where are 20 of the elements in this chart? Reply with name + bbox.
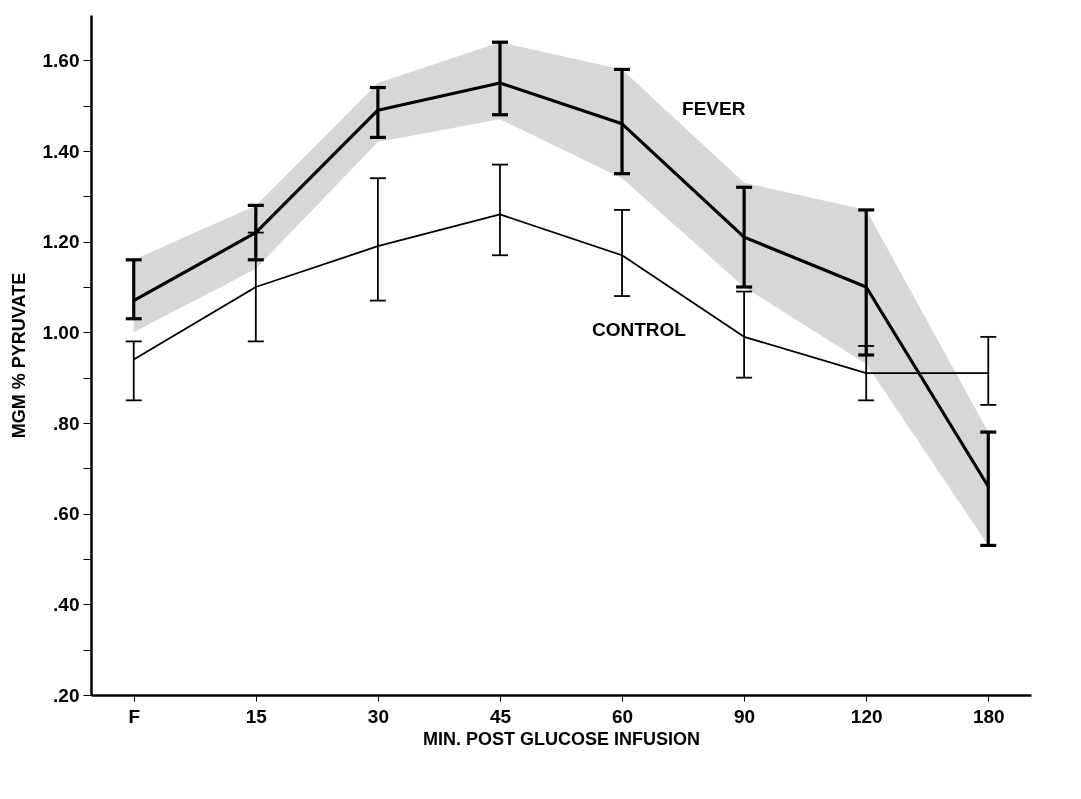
y-tick-label: 1.00: [42, 321, 80, 343]
series-label: CONTROL: [592, 319, 687, 341]
x-tick-label: 15: [245, 705, 268, 727]
y-tick-label: 1.60: [42, 49, 80, 71]
y-tick-label: 1.20: [42, 231, 80, 253]
x-tick-label: 30: [367, 705, 389, 727]
y-tick-label: .40: [53, 593, 80, 615]
x-axis-title: MIN. POST GLUCOSE INFUSION: [422, 728, 701, 749]
y-tick-label: .80: [53, 412, 80, 434]
x-tick-label: 60: [611, 705, 634, 727]
x-tick-label: 120: [850, 705, 883, 727]
x-tick-label: 90: [734, 705, 756, 727]
x-tick-label: F: [128, 705, 141, 727]
x-tick-label: 45: [489, 705, 512, 727]
y-tick-label: .60: [53, 503, 80, 525]
text: FEVER: [682, 97, 746, 119]
y-tick-label: 1.40: [42, 140, 80, 162]
x-tick-label: 180: [972, 705, 1005, 727]
y-axis-title: MGM % PYRUVATE: [8, 272, 29, 439]
y-tick-label: .20: [53, 684, 80, 706]
